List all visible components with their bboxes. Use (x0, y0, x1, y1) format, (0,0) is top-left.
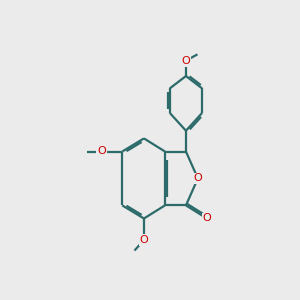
Text: O: O (140, 235, 148, 245)
Text: O: O (97, 146, 106, 157)
Text: O: O (182, 56, 190, 66)
Text: O: O (202, 214, 211, 224)
Text: O: O (194, 173, 202, 184)
